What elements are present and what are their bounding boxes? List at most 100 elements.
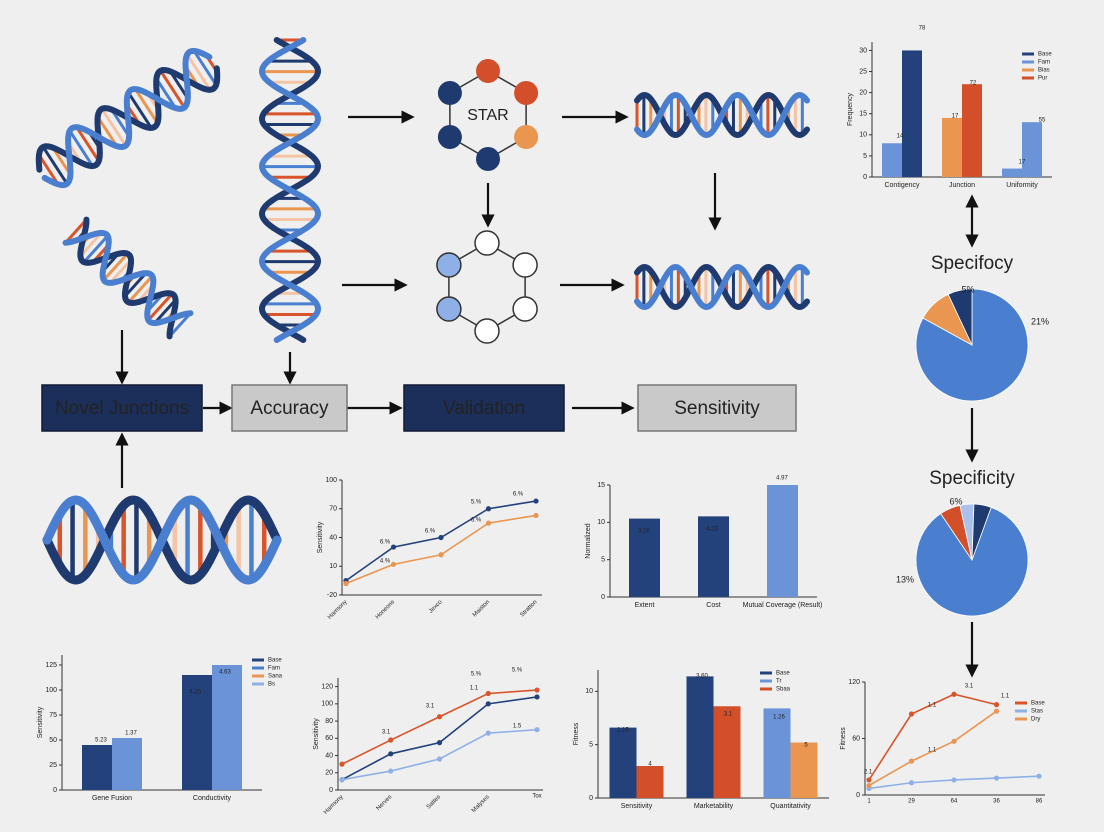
point <box>951 738 957 744</box>
annotation: 21% <box>1031 316 1049 326</box>
annotation: 5.% <box>512 668 523 674</box>
point <box>388 768 394 774</box>
bar <box>882 143 902 177</box>
legend-label: Bs <box>268 682 275 688</box>
point <box>436 756 443 762</box>
y-axis-label: Frequency <box>847 92 854 126</box>
network-node <box>436 252 462 278</box>
point <box>485 506 492 512</box>
annotation: 17 <box>1019 160 1026 166</box>
y-tick-label: 0 <box>856 792 860 799</box>
base-pair <box>68 129 94 167</box>
bar <box>609 727 637 798</box>
x-tick-label: 64 <box>951 799 958 805</box>
annotation: 3.16 <box>638 529 650 535</box>
base-pair <box>153 298 177 325</box>
pie-title: Specifocy <box>931 253 1014 274</box>
y-tick-label: 125 <box>45 662 57 669</box>
x-tick-label: Contigency <box>884 182 920 189</box>
y-axis-label: Sensitivity <box>313 718 320 750</box>
annotation: 6.% <box>425 529 436 535</box>
legend-label: Base <box>1038 52 1052 58</box>
network-node <box>474 230 500 256</box>
step-label: Validation <box>443 398 525 419</box>
base-pair <box>41 146 69 185</box>
annotation: 1.37 <box>125 731 137 737</box>
y-tick-label: 70 <box>329 506 337 513</box>
point <box>951 777 957 783</box>
y-tick-label: 75 <box>49 712 57 719</box>
annotation: 1.1 <box>928 748 937 754</box>
point <box>534 694 540 700</box>
bar <box>962 84 982 177</box>
annotation: 3.60 <box>696 674 708 680</box>
base-pair <box>37 154 60 186</box>
legend-label: Sana <box>268 674 283 680</box>
annotation: 4.% <box>380 559 391 565</box>
annotation: 5.% <box>471 672 482 678</box>
base-pair <box>82 234 109 264</box>
legend-label: Bias <box>1038 68 1050 74</box>
dna-helix <box>42 495 282 585</box>
y-tick-label: 80 <box>325 718 333 725</box>
dna-strand <box>41 47 213 189</box>
annotation: 14 <box>897 134 904 140</box>
point <box>993 775 1000 781</box>
point <box>438 534 444 541</box>
annotation: 1.5 <box>513 724 522 730</box>
bar <box>698 516 729 597</box>
x-tick-label: Extent <box>635 602 655 609</box>
annotation: 5% <box>961 284 974 294</box>
point <box>1036 773 1042 779</box>
base-pair <box>75 126 100 162</box>
bar <box>1002 168 1022 177</box>
network-node <box>514 81 539 105</box>
step-label: Sensitivity <box>674 398 760 419</box>
pie-slice <box>971 503 992 561</box>
base-pair <box>134 88 159 124</box>
x-tick-label: Marketability <box>694 803 734 810</box>
bar <box>767 485 798 597</box>
x-tick-label: 29 <box>908 799 915 805</box>
point <box>908 711 915 717</box>
legend-label: Fam <box>268 666 280 672</box>
annotation: 6.% <box>380 540 391 546</box>
network-node <box>474 318 500 344</box>
dna-strand <box>634 91 810 139</box>
x-tick-label: Cost <box>706 602 720 609</box>
bar <box>212 665 242 790</box>
network-node <box>436 296 462 322</box>
point <box>951 691 957 697</box>
step-box <box>231 384 348 432</box>
step-box <box>403 384 565 432</box>
point <box>908 780 915 786</box>
annotation: 3.1 <box>965 684 974 690</box>
base-pair <box>64 218 88 244</box>
annotation: 1.1 <box>470 686 479 692</box>
dna-strand <box>62 229 194 327</box>
point <box>866 782 872 789</box>
pie-title: Specificity <box>929 468 1015 489</box>
base-pair <box>96 115 119 147</box>
dna-helix <box>35 47 221 189</box>
dna-helix <box>62 216 194 340</box>
point <box>993 702 1000 708</box>
y-axis-label: Normalized <box>585 523 592 559</box>
y-tick-label: 20 <box>325 770 333 777</box>
annotation: 5.23 <box>95 738 107 744</box>
bar <box>629 518 660 597</box>
bar <box>1022 122 1042 177</box>
annotation: 6.% <box>471 518 482 524</box>
x-tick-label: Mutual Coverage (Result) <box>743 602 823 609</box>
annotation: 1.1 <box>928 703 937 709</box>
y-tick-label: 25 <box>49 762 57 769</box>
base-pair <box>109 258 133 284</box>
pie-slice <box>947 288 973 346</box>
series-line <box>868 710 997 787</box>
network-node <box>512 252 538 278</box>
x-tick-label: 1 <box>867 799 871 805</box>
annotation: 72 <box>970 81 977 87</box>
step-label: Accuracy <box>250 398 329 419</box>
y-tick-label: 0 <box>329 787 333 794</box>
point <box>485 520 492 526</box>
